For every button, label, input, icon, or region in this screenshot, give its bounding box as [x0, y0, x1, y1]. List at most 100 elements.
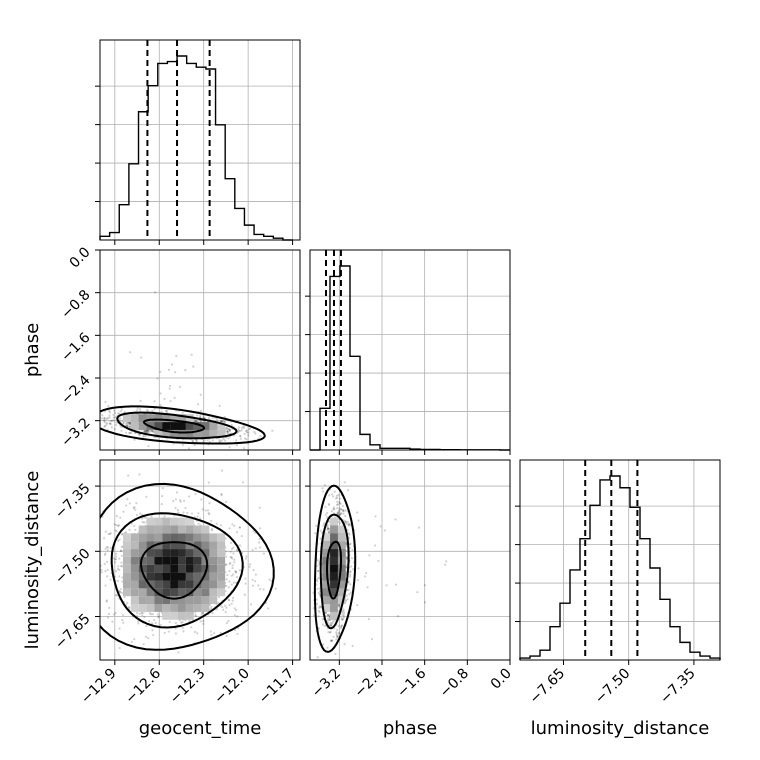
density-cell [130, 564, 139, 573]
sample-point [235, 548, 238, 551]
density-cell [209, 422, 218, 430]
sample-point [199, 416, 202, 419]
sample-point [326, 617, 330, 620]
sample-point [347, 523, 350, 526]
sample-point [336, 511, 339, 514]
sample-point [109, 578, 112, 581]
sample-point [234, 629, 237, 632]
sample-point [108, 409, 111, 412]
sample-point [97, 609, 99, 611]
sample-point [124, 531, 128, 534]
density-cell [201, 541, 210, 550]
sample-point [331, 639, 334, 642]
sample-point [103, 425, 106, 428]
sample-point [145, 495, 148, 498]
sample-point [254, 573, 257, 576]
sample-point [324, 505, 327, 508]
density-cell [138, 572, 147, 581]
density-cell [162, 429, 171, 438]
sample-point [142, 643, 145, 646]
sample-point [143, 434, 146, 437]
sample-point [138, 612, 141, 615]
sample-point [254, 580, 257, 583]
sample-point [417, 526, 421, 529]
density-cell [178, 525, 186, 534]
sample-point [133, 524, 136, 528]
sample-point [105, 423, 108, 426]
sample-point [135, 611, 139, 615]
sample-point [236, 431, 239, 434]
sample-point [326, 511, 329, 515]
sample-point [319, 529, 322, 532]
sample-point [154, 291, 157, 294]
sample-point [118, 627, 121, 630]
density-cell [201, 564, 210, 573]
sample-point [238, 526, 241, 529]
sample-point [233, 524, 236, 527]
density-cell [138, 533, 147, 542]
sample-point [102, 537, 106, 540]
sample-point [202, 440, 205, 443]
sample-point [252, 530, 255, 533]
sample-point [316, 559, 319, 562]
sample-point [234, 439, 238, 442]
sample-point [163, 631, 166, 634]
density-cell [162, 580, 171, 589]
sample-point [200, 498, 203, 501]
sample-point [103, 553, 106, 556]
sample-point [211, 529, 214, 532]
sample-point [341, 618, 344, 621]
sample-point [234, 571, 237, 574]
density-cell [185, 541, 194, 550]
panel-frame [99, 459, 301, 661]
sample-point [338, 507, 341, 510]
sample-point [337, 635, 340, 639]
sample-point [103, 421, 106, 424]
density-cell [209, 572, 218, 581]
sample-point [267, 607, 270, 610]
sample-point [202, 619, 205, 623]
density-cell [201, 604, 210, 612]
sample-point [168, 387, 171, 390]
sample-point [191, 439, 194, 443]
density-cell [138, 596, 147, 605]
sample-point [104, 400, 107, 404]
sample-point [106, 417, 109, 420]
density-cell [193, 588, 202, 597]
sample-point [115, 524, 118, 527]
sample-point [368, 554, 371, 557]
sample-point [123, 595, 126, 599]
sample-point [126, 422, 129, 425]
sample-point [132, 507, 135, 510]
sample-point [107, 405, 110, 408]
density-cell [178, 564, 186, 573]
density-cell [209, 556, 218, 565]
sample-point [125, 504, 128, 507]
sample-point [199, 420, 202, 423]
sample-point [341, 509, 345, 512]
sample-point [337, 624, 340, 628]
sample-point [144, 635, 148, 638]
sample-point [377, 559, 380, 562]
sample-point [208, 513, 211, 516]
density-cell [337, 549, 346, 557]
sample-point [227, 586, 230, 589]
sample-point [215, 608, 219, 611]
density-cell [154, 604, 163, 612]
sample-point [235, 531, 239, 534]
density-cell [123, 564, 131, 573]
sample-point [197, 522, 200, 525]
sample-point [222, 438, 225, 441]
contour-1-sigma [326, 540, 342, 600]
density-cell [170, 541, 179, 550]
sample-point [230, 602, 233, 605]
sample-point [367, 618, 371, 621]
sample-point [337, 512, 340, 515]
sample-point [316, 656, 319, 659]
sample-point [210, 633, 213, 636]
sample-point [331, 493, 334, 496]
sample-point [315, 578, 319, 581]
sample-point [107, 612, 111, 615]
density-cell [178, 596, 186, 605]
y-tick-label: −1.6 [58, 330, 93, 365]
